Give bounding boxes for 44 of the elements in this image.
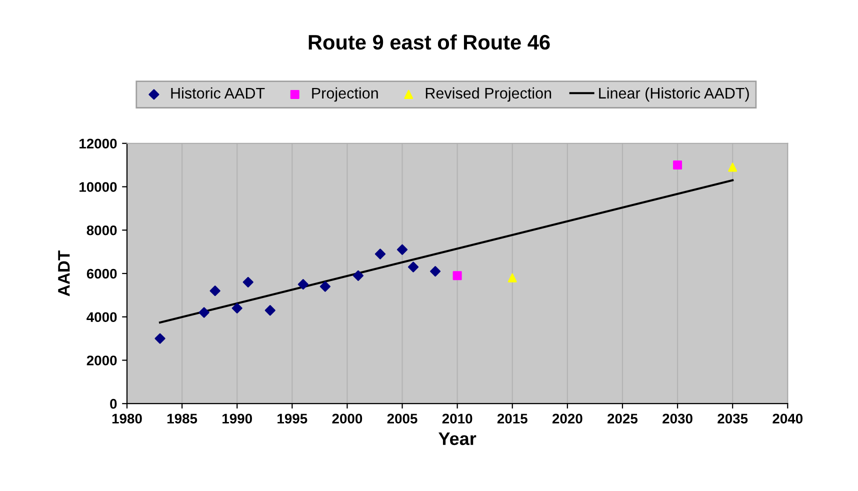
point: [452, 271, 462, 280]
x-tick-label: 1990: [222, 414, 252, 424]
x-tick-label: 2035: [718, 414, 748, 424]
legend-label: Historic AADT: [171, 87, 265, 99]
point: [508, 273, 517, 282]
x-tick-label: 2025: [608, 414, 638, 424]
point: [264, 305, 276, 316]
y-tick-label: 4000: [86, 312, 117, 322]
point: [673, 160, 682, 170]
point: [396, 244, 408, 255]
x-tick-label: 2015: [497, 414, 528, 424]
x-tick-label: 1995: [278, 414, 308, 424]
point: [210, 286, 220, 296]
point: [242, 276, 254, 288]
y-tick-label: 6000: [86, 268, 117, 279]
point: [232, 302, 242, 314]
point: [728, 162, 738, 172]
x-tick-label: 2010: [442, 414, 472, 424]
x-tick-label: 1980: [112, 414, 142, 424]
y-tick-label: 8000: [86, 225, 117, 236]
x-tick-label: 2005: [387, 414, 418, 424]
y-tick-label: 2000: [86, 356, 117, 366]
x-tick-label: 2020: [552, 414, 582, 424]
point: [352, 270, 364, 281]
x-axis-title: Year: [438, 432, 476, 446]
point: [154, 333, 166, 344]
legend-label: Revised Projection: [426, 87, 552, 102]
y-tick-label: 10000: [80, 182, 117, 192]
x-tick-label: 2000: [332, 414, 362, 424]
y-axis-title: AADT: [58, 250, 70, 296]
chart-title: Route 9 east of Route 46: [308, 34, 550, 50]
y-tick-label: 12000: [80, 138, 117, 149]
point: [430, 266, 441, 277]
x-tick-label: 1985: [167, 414, 198, 424]
point: [408, 262, 419, 272]
y-tick-label: 0: [110, 398, 117, 409]
point: [298, 279, 308, 290]
point: [198, 307, 210, 318]
x-tick-label: 2030: [662, 414, 692, 424]
point: [320, 281, 330, 292]
legend-label: Linear (Historic AADT): [599, 87, 749, 102]
x-tick-label: 2040: [772, 414, 803, 424]
point: [374, 248, 386, 260]
legend-label: Projection: [312, 87, 378, 102]
